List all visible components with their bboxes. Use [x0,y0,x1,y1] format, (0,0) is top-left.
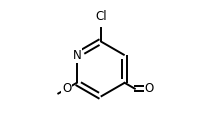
Text: O: O [144,82,154,95]
Text: N: N [72,49,81,62]
Text: Cl: Cl [95,10,107,23]
Text: O: O [62,82,71,95]
